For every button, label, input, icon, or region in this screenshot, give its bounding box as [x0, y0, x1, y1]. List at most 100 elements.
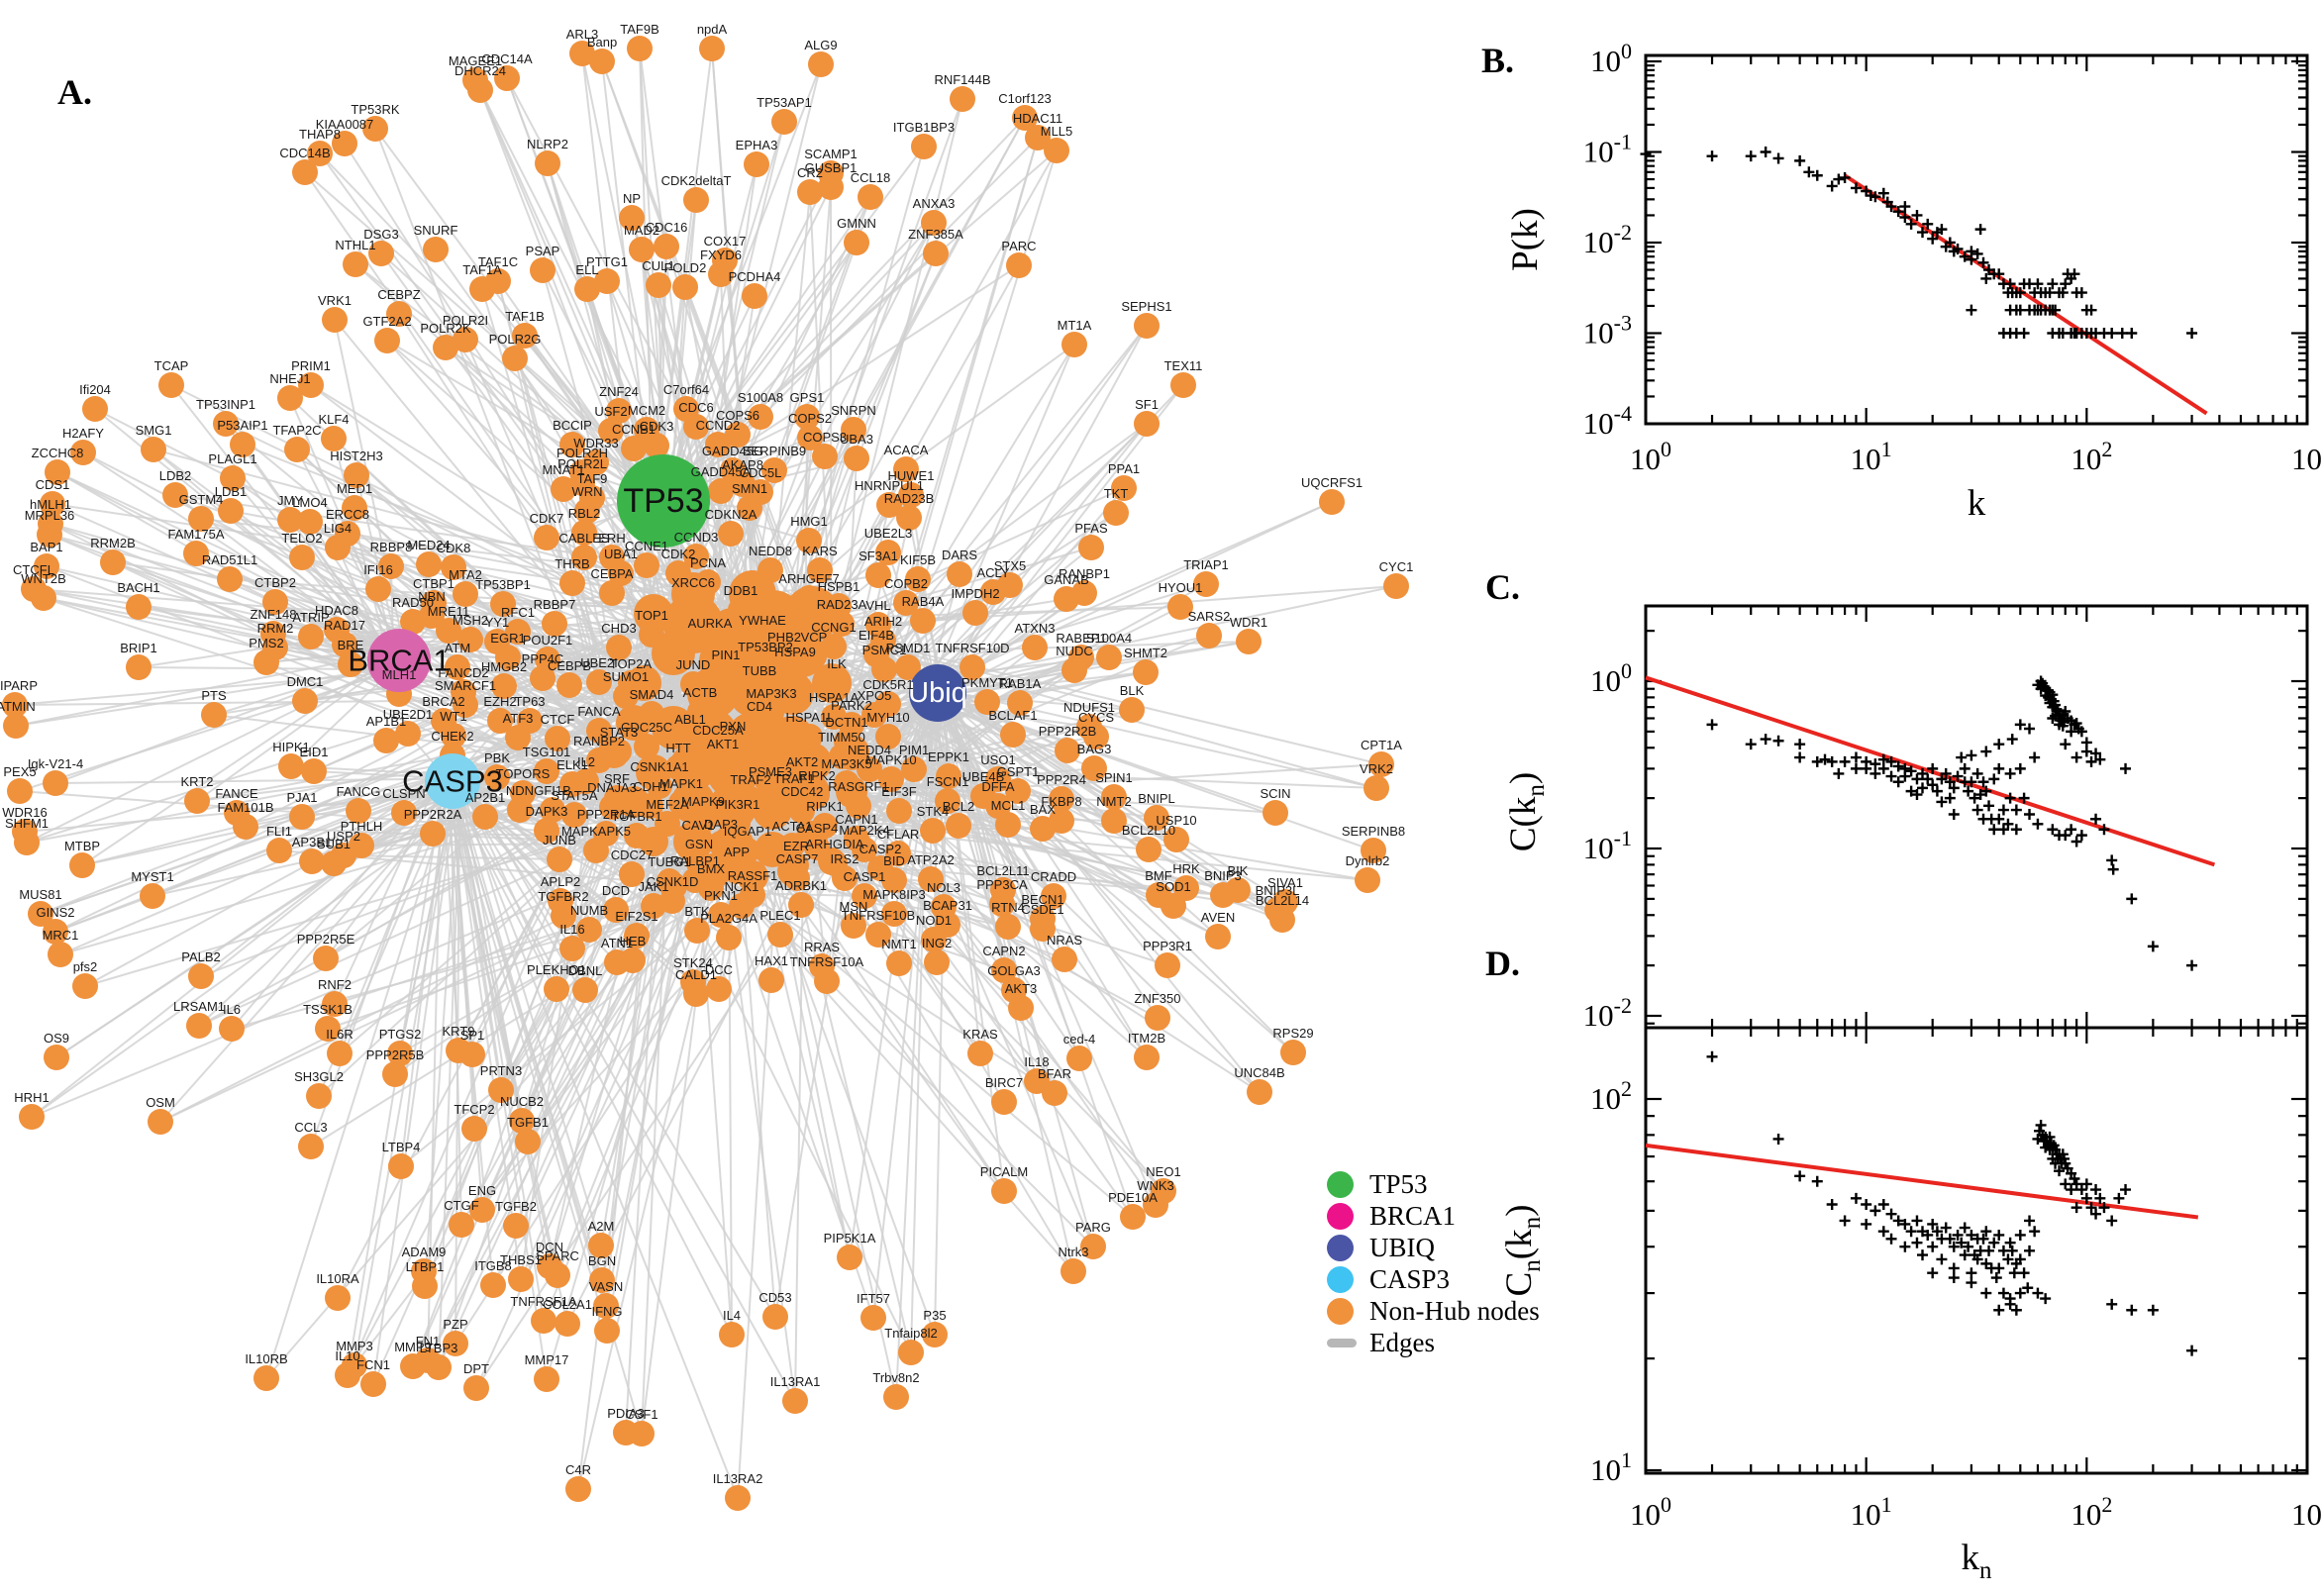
- legend-label: Non-Hub nodes: [1369, 1296, 1540, 1326]
- network-node: [735, 838, 760, 863]
- network-node: [1054, 586, 1079, 612]
- network-node: [469, 1197, 495, 1223]
- network-node: [742, 283, 767, 309]
- network-node: [804, 835, 830, 860]
- network-node: [292, 159, 318, 185]
- network-node: [841, 417, 866, 443]
- network-node: [698, 875, 724, 901]
- legend-label: CASP3: [1369, 1264, 1451, 1294]
- network-node: [655, 811, 680, 837]
- panel-d-plot-fit-line: [1645, 1143, 2199, 1220]
- network-node: [1133, 659, 1159, 685]
- network-node: [301, 758, 327, 784]
- network-node: [419, 603, 445, 629]
- network-node: [1061, 332, 1087, 357]
- network-node: [391, 800, 417, 826]
- network-node: [583, 838, 609, 863]
- network-node: [495, 645, 521, 670]
- network-node: [589, 49, 615, 74]
- panel-d-plot-tick-label: 101: [1851, 1492, 1892, 1532]
- network-node: [753, 653, 778, 679]
- network-node: [395, 721, 421, 747]
- network-node: [683, 544, 709, 569]
- network-node: [436, 618, 461, 644]
- panel-b-plot-ticks: [1644, 55, 2309, 424]
- legend-label: BRCA1: [1369, 1201, 1457, 1231]
- network-node: [784, 865, 810, 891]
- network-node: [924, 949, 950, 975]
- network-node: [1005, 778, 1031, 804]
- network-node: [284, 437, 310, 462]
- network-node: [1173, 875, 1199, 901]
- network-node: [841, 913, 866, 939]
- network-node: [685, 832, 711, 857]
- network-node: [893, 590, 919, 616]
- network-node: [1042, 1080, 1067, 1106]
- network-node: [788, 892, 814, 918]
- network-node: [534, 1366, 559, 1392]
- network-node: [72, 973, 98, 999]
- network-node: [1269, 907, 1295, 933]
- panel-d-plot-tick-label: 101: [1590, 1447, 1632, 1487]
- network-node: [70, 440, 96, 465]
- network-node: [141, 437, 166, 462]
- network-node: [2, 692, 28, 718]
- network-node: [43, 919, 68, 945]
- network-node: [140, 883, 165, 909]
- network-node: [960, 654, 985, 680]
- network-node: [1012, 105, 1038, 131]
- network-node: [40, 491, 65, 517]
- network-node: [487, 708, 513, 734]
- network-node: [729, 893, 755, 919]
- network-node: [708, 478, 734, 504]
- network-node: [28, 901, 53, 927]
- network-node: [656, 868, 682, 894]
- network-node: [718, 521, 744, 547]
- network-node: [472, 804, 498, 830]
- network-node: [708, 902, 734, 928]
- network-node: [509, 1108, 535, 1134]
- network-node: [606, 635, 632, 660]
- network-node: [629, 1421, 655, 1446]
- network-node: [503, 1213, 529, 1239]
- network-node: [829, 611, 855, 637]
- network-node: [921, 210, 947, 236]
- network-node: [687, 699, 713, 725]
- network-node: [1078, 535, 1104, 560]
- network-node: [824, 670, 850, 696]
- panel-b-plot-tick-label: 10-4: [1583, 401, 1632, 441]
- network-node: [3, 713, 29, 739]
- panel-b-plot-tick-label: 102: [2070, 437, 2112, 476]
- network-node: [936, 763, 961, 789]
- network-node: [744, 151, 769, 177]
- network-node: [7, 778, 33, 804]
- network-node: [253, 1365, 279, 1391]
- network-node: [298, 372, 324, 398]
- network-node: [758, 778, 783, 804]
- network-node: [148, 1109, 173, 1135]
- network-node: [540, 797, 565, 823]
- network-node: [725, 422, 751, 448]
- legend-label: Edges: [1369, 1328, 1435, 1357]
- network-node: [758, 557, 783, 583]
- network-node: [338, 651, 363, 677]
- network-node: [771, 109, 797, 135]
- network-node: [565, 1476, 591, 1502]
- network-node: [322, 307, 348, 333]
- network-node: [1101, 808, 1127, 834]
- network-node: [716, 925, 742, 950]
- network-node: [34, 553, 59, 579]
- network-node: [1144, 805, 1169, 831]
- network-node: [844, 446, 869, 471]
- network-node: [834, 770, 859, 796]
- network-node: [641, 893, 666, 919]
- network-node: [680, 589, 706, 615]
- network-node: [905, 566, 931, 592]
- network-node: [647, 773, 672, 799]
- network-node: [829, 744, 855, 769]
- panel-c-plot-axis-title: C(kn): [1503, 772, 1550, 851]
- network-node: [1025, 125, 1051, 150]
- network-node: [985, 766, 1011, 792]
- network-node: [857, 756, 882, 782]
